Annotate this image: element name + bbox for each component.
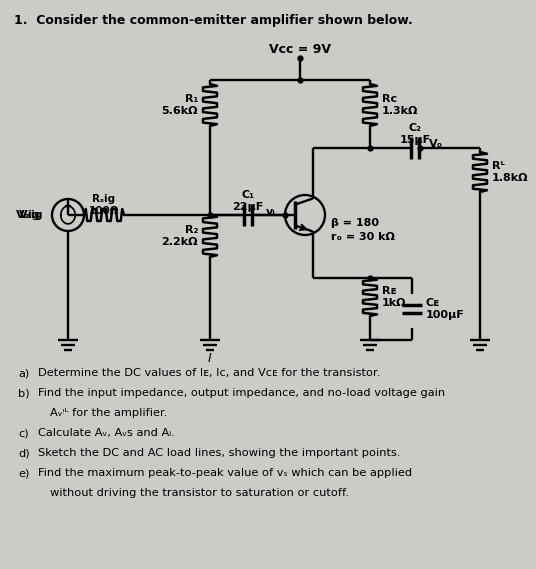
Text: C₂
15μF: C₂ 15μF (399, 123, 430, 145)
Text: e): e) (18, 468, 29, 478)
Text: Cᴇ
100μF: Cᴇ 100μF (426, 298, 465, 320)
Text: a): a) (18, 368, 29, 378)
Text: I: I (208, 352, 212, 365)
Text: Determine the DC values of Iᴇ, Iᴄ, and Vᴄᴇ for the transistor.: Determine the DC values of Iᴇ, Iᴄ, and V… (38, 368, 381, 378)
Text: Calculate Aᵥ, Aᵥs and Aᵢ.: Calculate Aᵥ, Aᵥs and Aᵢ. (38, 428, 175, 438)
Text: without driving the transistor to saturation or cutoff.: without driving the transistor to satura… (50, 488, 349, 498)
Text: 1.  Consider the common-emitter amplifier shown below.: 1. Consider the common-emitter amplifier… (14, 14, 413, 27)
Text: b): b) (18, 388, 29, 398)
Text: R₂
2.2kΩ: R₂ 2.2kΩ (161, 225, 198, 247)
Text: R₁
5.6kΩ: R₁ 5.6kΩ (161, 94, 198, 116)
Text: Find the input impedance, output impedance, and no-load voltage gain: Find the input impedance, output impedan… (38, 388, 445, 398)
Text: Find the maximum peak-to-peak value of vₛ which can be applied: Find the maximum peak-to-peak value of v… (38, 468, 412, 478)
Text: rₒ = 30 kΩ: rₒ = 30 kΩ (331, 232, 395, 242)
Text: Vcc = 9V: Vcc = 9V (269, 43, 331, 56)
Text: −: − (64, 219, 72, 229)
Text: Sketch the DC and AC load lines, showing the important points.: Sketch the DC and AC load lines, showing… (38, 448, 400, 458)
Text: Rᴇ
1kΩ: Rᴇ 1kΩ (382, 286, 406, 308)
Text: C₁
22μF: C₁ 22μF (233, 190, 264, 212)
Text: Vₛig: Vₛig (16, 210, 40, 220)
Text: Rᴸ
1.8kΩ: Rᴸ 1.8kΩ (492, 161, 528, 183)
Text: +: + (64, 201, 72, 211)
Text: c): c) (18, 428, 28, 438)
Text: d): d) (18, 448, 29, 458)
Text: Vₛig: Vₛig (19, 210, 43, 220)
Text: Vₒ: Vₒ (429, 139, 443, 149)
Text: Rₛig
100Ω: Rₛig 100Ω (89, 194, 119, 216)
Text: Rᴄ
1.3kΩ: Rᴄ 1.3kΩ (382, 94, 419, 116)
Text: Aᵥᵎᴸ for the amplifier.: Aᵥᵎᴸ for the amplifier. (50, 408, 167, 418)
Text: β = 180: β = 180 (331, 218, 379, 228)
Text: vᵢ: vᵢ (266, 207, 276, 217)
